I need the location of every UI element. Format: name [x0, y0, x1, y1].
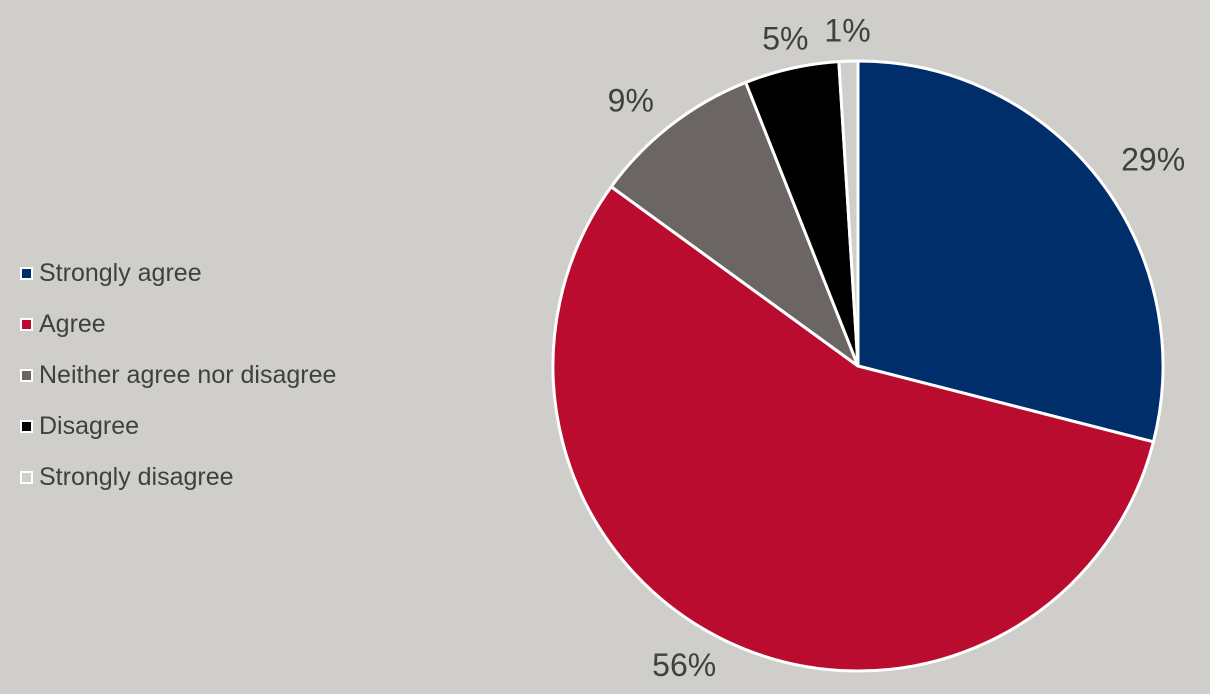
legend-swatch: [20, 471, 33, 484]
legend-swatch: [20, 318, 33, 331]
legend-swatch: [20, 369, 33, 382]
data-label: 29%: [1121, 141, 1185, 177]
data-label: 5%: [762, 20, 808, 56]
pie-slice-neither-agree-nor-disagree: [609, 80, 860, 368]
legend-swatch: [20, 267, 33, 280]
chart-legend: Strongly agree Agree Neither agree nor dis…: [20, 248, 336, 503]
data-label: 9%: [608, 82, 654, 118]
pie-slice-agree: [551, 185, 1155, 673]
legend-label: Strongly agree: [39, 259, 202, 287]
legend-item-strongly-agree: Strongly agree: [20, 248, 336, 299]
legend-label: Neither agree nor disagree: [39, 361, 337, 389]
legend-label: Disagree: [39, 412, 140, 440]
legend-label: Agree: [39, 310, 106, 338]
legend-item-neither-agree-nor-disagree: Neither agree nor disagree: [20, 350, 336, 401]
pie-slice-strongly-agree: [856, 59, 1165, 444]
data-label: 56%: [652, 647, 716, 683]
pie-slice-strongly-disagree: [837, 59, 860, 368]
legend-item-strongly-disagree: Strongly disagree: [20, 452, 336, 503]
legend-swatch: [20, 420, 33, 433]
data-label: 1%: [824, 13, 870, 49]
legend-item-agree: Agree: [20, 299, 336, 350]
legend-label: Strongly disagree: [39, 463, 234, 491]
legend-item-disagree: Disagree: [20, 401, 336, 452]
